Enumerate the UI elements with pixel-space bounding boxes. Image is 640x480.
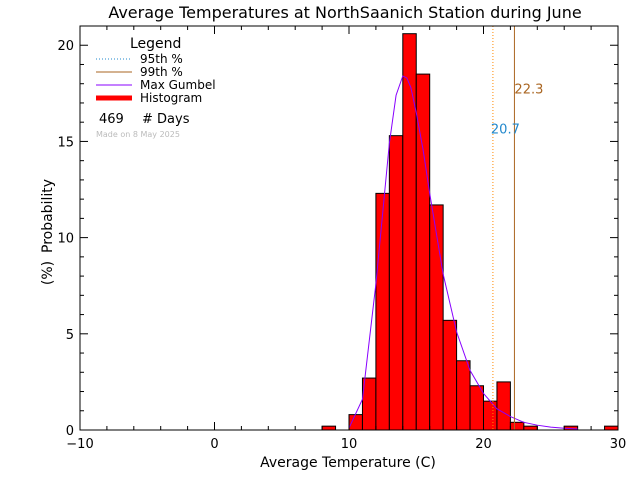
histogram-bar: [604, 425, 619, 431]
histogram-bar: [442, 319, 458, 431]
histogram-bar: [348, 414, 363, 431]
histogram-bar: [429, 204, 444, 431]
made-on-note: Made on 8 May 2025: [96, 130, 180, 139]
histogram-bar: [415, 73, 431, 431]
legend-label: Max Gumbel: [140, 78, 216, 92]
x-tick-label: 0: [210, 437, 218, 452]
y-tick-label: 0: [66, 424, 74, 439]
y-axis-unit: (%): [40, 261, 56, 285]
x-axis-label: Average Temperature (C): [260, 455, 436, 471]
legend-days-count: 469: [99, 112, 124, 127]
p95-label: 20.7: [491, 123, 520, 138]
histogram-bar: [509, 421, 525, 431]
legend-label: Histogram: [140, 91, 202, 105]
y-tick-label: 10: [57, 232, 74, 247]
legend-label: 95th %: [140, 52, 183, 66]
histogram: [321, 33, 619, 431]
x-tick-label: 20: [475, 437, 492, 452]
legend-label: 99th %: [140, 65, 183, 79]
y-tick-label: 5: [66, 328, 74, 343]
legend-days-label: # Days: [142, 112, 190, 127]
histogram-bar: [469, 385, 484, 431]
y-axis-label: Probability: [40, 179, 56, 253]
y-tick-label: 20: [57, 39, 74, 54]
y-tick-label: 15: [57, 135, 74, 150]
x-tick-label: 30: [610, 437, 627, 452]
histogram-bar: [523, 425, 538, 431]
x-tick-label: 10: [341, 437, 358, 452]
histogram-bar: [483, 400, 498, 431]
gumbel-curve: [348, 75, 578, 430]
chart-title: Average Temperatures at NorthSaanich Sta…: [108, 3, 581, 22]
histogram-bar: [402, 33, 417, 431]
histogram-bar: [496, 381, 511, 431]
x-tick-label: −10: [66, 437, 93, 452]
histogram-bar: [388, 135, 404, 431]
histogram-bar: [375, 192, 390, 431]
p99-label: 22.3: [514, 82, 543, 97]
percentile-lines: 20.7 22.3: [491, 26, 543, 430]
histogram-bar: [456, 360, 471, 431]
legend-title: Legend: [130, 36, 181, 52]
gumbel-curve-group: [348, 75, 578, 430]
histogram-bar: [321, 425, 337, 431]
